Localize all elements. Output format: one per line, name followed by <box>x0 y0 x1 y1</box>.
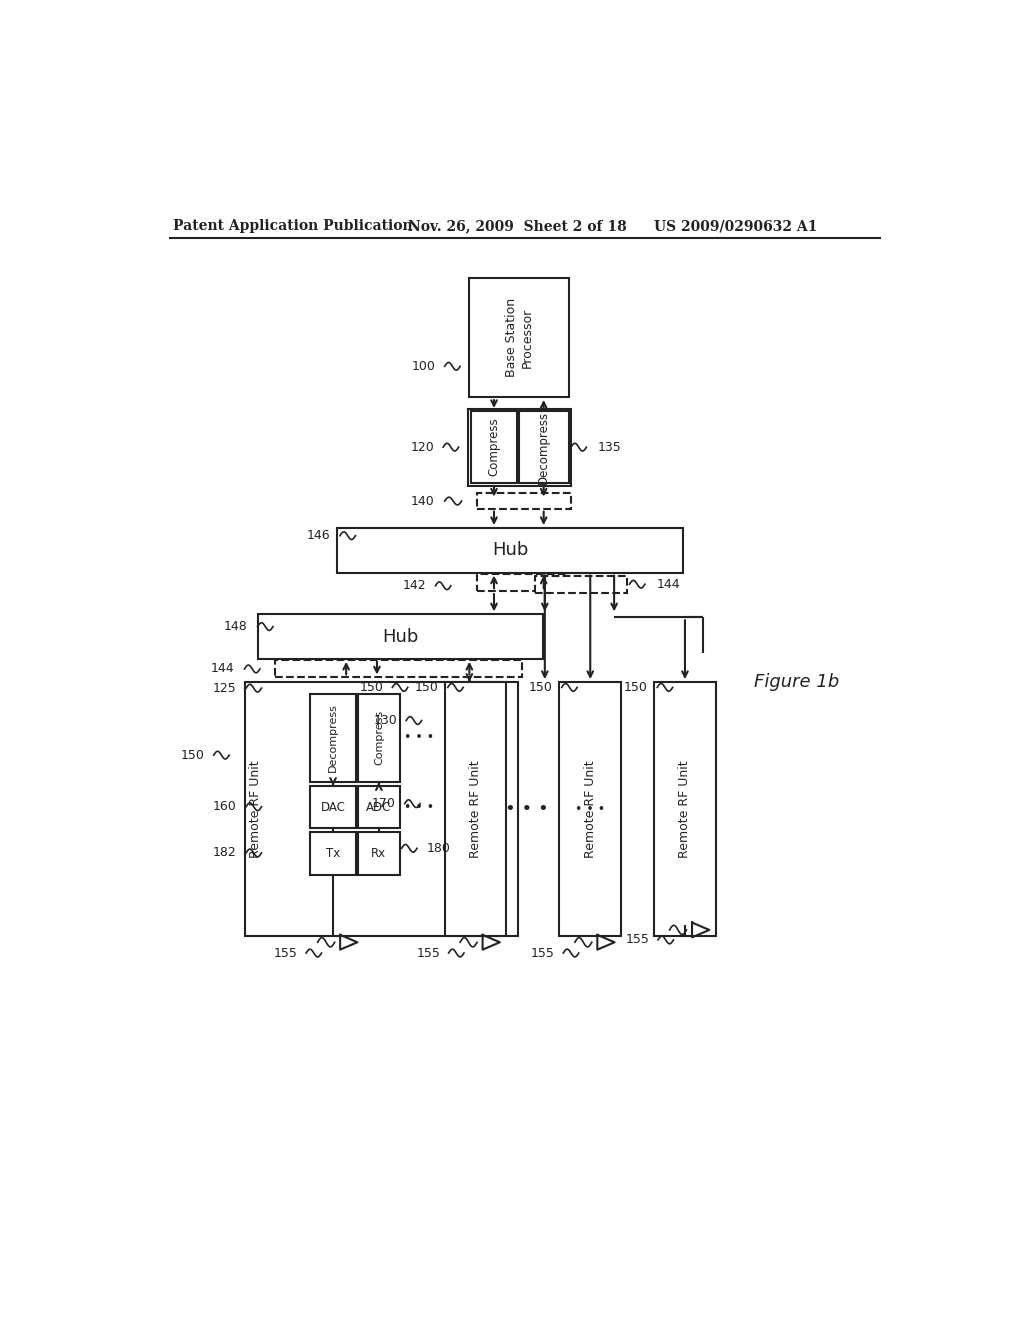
Text: Decompress: Decompress <box>328 704 338 772</box>
Text: • • •: • • • <box>505 800 549 818</box>
Text: 155: 155 <box>416 946 440 960</box>
Text: Nov. 26, 2009  Sheet 2 of 18: Nov. 26, 2009 Sheet 2 of 18 <box>408 219 627 234</box>
Text: Figure 1b: Figure 1b <box>754 673 840 690</box>
Bar <box>477 574 568 591</box>
Bar <box>310 785 356 829</box>
Bar <box>310 693 356 781</box>
Text: Base Station
Processor: Base Station Processor <box>506 298 534 378</box>
Bar <box>444 682 506 936</box>
Text: 142: 142 <box>402 579 426 593</box>
Bar <box>469 277 569 397</box>
Text: 146: 146 <box>307 529 331 543</box>
Text: Remote RF Unit: Remote RF Unit <box>469 760 482 858</box>
Text: Remote RF Unit: Remote RF Unit <box>679 760 691 858</box>
Bar <box>559 682 621 936</box>
Text: • • •: • • • <box>404 731 434 744</box>
Text: Remote RF Unit: Remote RF Unit <box>584 760 597 858</box>
Text: 135: 135 <box>598 441 622 454</box>
Text: Compress: Compress <box>374 710 384 766</box>
Bar <box>471 411 517 483</box>
Text: DAC: DAC <box>321 801 345 813</box>
Bar <box>535 576 628 593</box>
Bar <box>357 693 400 781</box>
Text: ADC: ADC <box>367 801 391 813</box>
Text: 150: 150 <box>415 681 438 694</box>
Text: Patent Application Publication: Patent Application Publication <box>173 219 413 234</box>
Text: 130: 130 <box>373 714 397 727</box>
Text: 180: 180 <box>427 842 451 855</box>
Text: 155: 155 <box>626 933 649 946</box>
Text: 150: 150 <box>359 681 383 694</box>
Text: Hub: Hub <box>382 627 418 645</box>
Text: 125: 125 <box>213 681 237 694</box>
Text: Tx: Tx <box>326 847 340 859</box>
Bar <box>518 411 568 483</box>
Text: 170: 170 <box>372 797 395 810</box>
Text: Remote RF Unit: Remote RF Unit <box>249 760 262 858</box>
Text: 150: 150 <box>624 681 648 694</box>
Text: Compress: Compress <box>487 418 501 477</box>
Text: 150: 150 <box>528 681 553 694</box>
Text: Decompress: Decompress <box>538 411 550 483</box>
Text: 160: 160 <box>213 800 237 813</box>
Text: Hub: Hub <box>492 541 528 560</box>
Text: 100: 100 <box>412 360 435 372</box>
Bar <box>258 614 543 659</box>
Text: 144: 144 <box>656 578 680 591</box>
Bar <box>275 660 521 677</box>
Bar <box>357 785 400 829</box>
Text: 144: 144 <box>211 663 234 676</box>
Bar <box>337 528 683 573</box>
Text: US 2009/0290632 A1: US 2009/0290632 A1 <box>654 219 817 234</box>
Bar <box>654 682 716 936</box>
Bar <box>310 832 356 875</box>
Bar <box>468 409 571 486</box>
Bar <box>245 682 518 936</box>
Text: • • •: • • • <box>575 803 605 816</box>
Text: Rx: Rx <box>372 847 386 859</box>
Text: 155: 155 <box>273 946 298 960</box>
Bar <box>477 494 571 508</box>
Text: 140: 140 <box>411 495 435 508</box>
Text: 150: 150 <box>180 748 205 762</box>
Text: • • •: • • • <box>404 801 434 813</box>
Bar <box>357 832 400 875</box>
Text: 120: 120 <box>411 441 435 454</box>
Text: 155: 155 <box>531 946 555 960</box>
Text: 148: 148 <box>224 620 248 634</box>
Text: 182: 182 <box>213 846 237 859</box>
